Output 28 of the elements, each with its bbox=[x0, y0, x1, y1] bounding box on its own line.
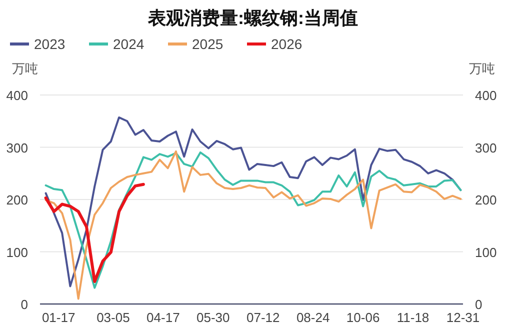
x-tick-label: 03-05 bbox=[96, 310, 130, 325]
y-tick-label: 400 bbox=[6, 88, 28, 103]
x-tick-label: 11-18 bbox=[396, 310, 430, 325]
y2-tick-label: 300 bbox=[475, 140, 497, 156]
y2-tick-label: 400 bbox=[475, 88, 497, 103]
y2-tick-label: 100 bbox=[475, 244, 497, 260]
line-series bbox=[44, 182, 145, 284]
x-tick-label: 01-17 bbox=[42, 310, 76, 325]
y-axis-title: 万吨 bbox=[12, 61, 38, 76]
legend-label: 2026 bbox=[271, 36, 302, 52]
x-tick-label: 08-24 bbox=[296, 310, 330, 325]
x-tick-label: 07-12 bbox=[246, 310, 280, 325]
y-tick-label: 200 bbox=[6, 192, 28, 208]
y-tick-label: 0 bbox=[20, 297, 28, 312]
x-tick-label: 12-31 bbox=[446, 310, 480, 325]
legend-label: 2024 bbox=[113, 36, 144, 52]
y2-tick-label: 200 bbox=[475, 192, 497, 208]
legend-label: 2025 bbox=[192, 36, 224, 52]
y2-tick-label: 0 bbox=[475, 297, 482, 312]
line-series bbox=[44, 116, 462, 288]
legend-label: 2023 bbox=[34, 36, 66, 52]
y-tick-label: 100 bbox=[6, 244, 28, 260]
chart-title: 表观消费量:螺纹钢:当周值 bbox=[147, 8, 358, 28]
x-tick-label: 04-17 bbox=[146, 310, 180, 325]
y-tick-label: 300 bbox=[6, 140, 28, 156]
x-tick-label: 05-30 bbox=[196, 310, 230, 325]
y2-axis-title: 万吨 bbox=[469, 61, 495, 76]
x-tick-label: 10-06 bbox=[346, 310, 380, 325]
